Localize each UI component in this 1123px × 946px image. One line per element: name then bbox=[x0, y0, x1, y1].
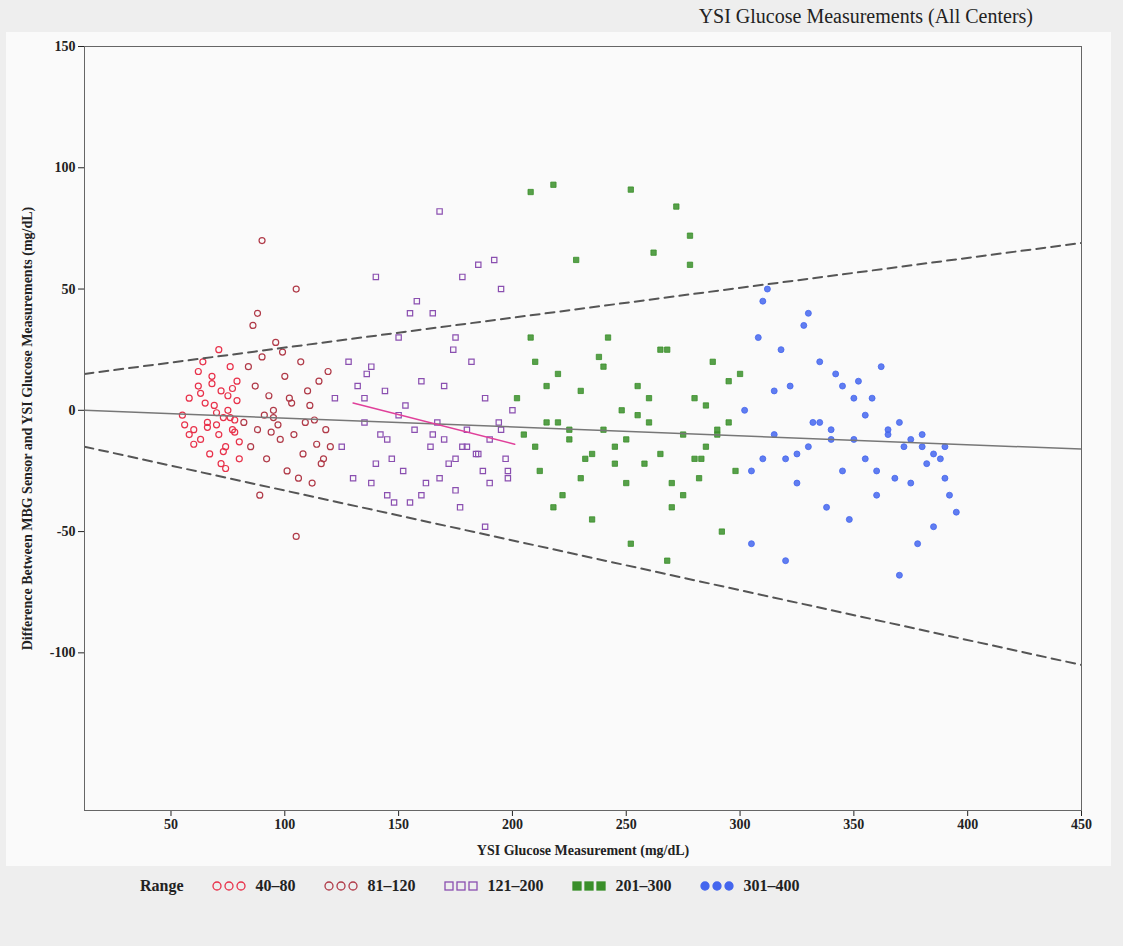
svg-text:100: 100 bbox=[274, 817, 295, 832]
svg-text:150: 150 bbox=[55, 39, 76, 54]
svg-text:200: 200 bbox=[502, 817, 523, 832]
html-text:81–120: 81–120 bbox=[367, 877, 416, 894]
svg-text:YSI Glucose Measurement (mg/dL: YSI Glucose Measurement (mg/dL) bbox=[477, 843, 690, 859]
svg-text:400: 400 bbox=[957, 817, 978, 832]
svg-text:Difference Between MBG Sensor: Difference Between MBG Sensor and YSI Gl… bbox=[20, 206, 36, 650]
svg-text:50: 50 bbox=[62, 282, 76, 297]
svg-text:0: 0 bbox=[69, 403, 76, 418]
html-text:121–200: 121–200 bbox=[487, 877, 544, 894]
svg-text:300: 300 bbox=[730, 817, 751, 832]
svg-text:-50: -50 bbox=[57, 524, 76, 539]
html-text:40–80: 40–80 bbox=[255, 877, 296, 894]
svg-text:100: 100 bbox=[55, 160, 76, 175]
svg-text:50: 50 bbox=[164, 817, 178, 832]
html-text:YSI Glucose Measurements (All: YSI Glucose Measurements (All Centers) bbox=[698, 5, 1033, 27]
svg-text:-100: -100 bbox=[50, 645, 76, 660]
html-text:201–300: 201–300 bbox=[615, 877, 672, 894]
html-text:Range: Range bbox=[140, 877, 184, 894]
svg-text:250: 250 bbox=[616, 817, 637, 832]
svg-text:150: 150 bbox=[388, 817, 409, 832]
html-text:301–400: 301–400 bbox=[743, 877, 800, 894]
svg-text:350: 350 bbox=[843, 817, 864, 832]
svg-text:450: 450 bbox=[1071, 817, 1092, 832]
